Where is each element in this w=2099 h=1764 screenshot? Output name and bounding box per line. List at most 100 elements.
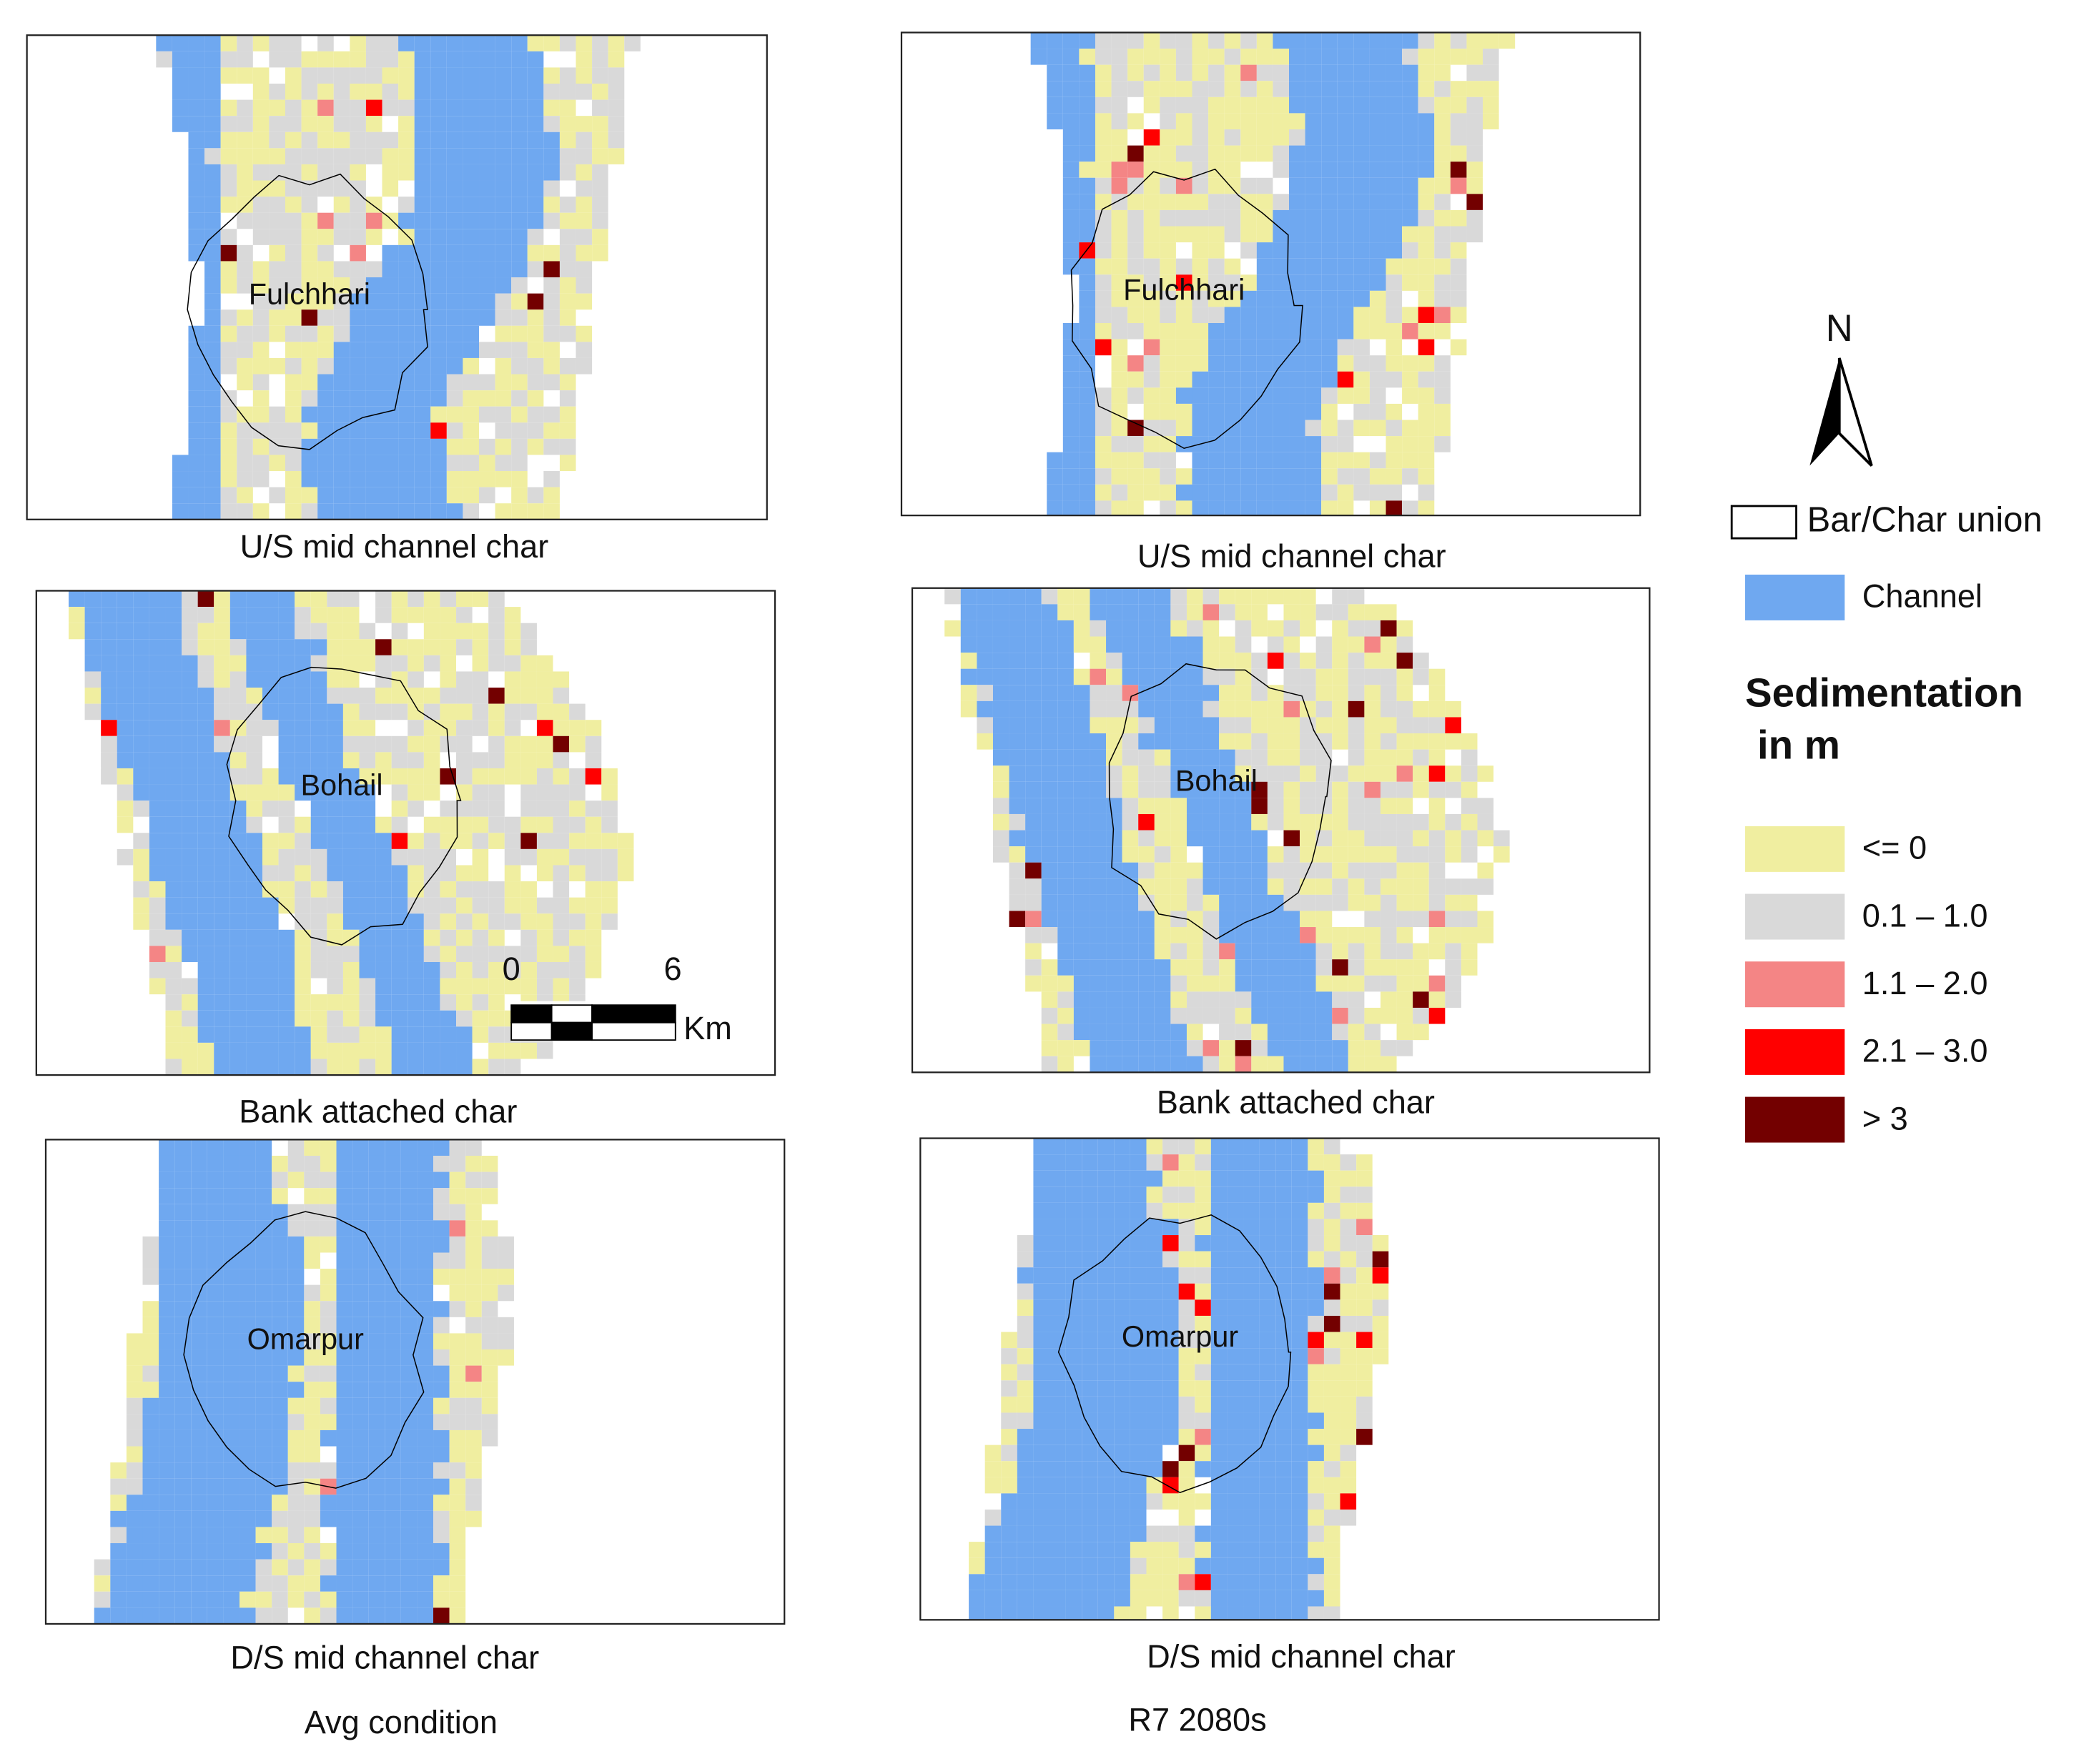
map-cell xyxy=(110,1462,127,1479)
map-cell xyxy=(446,99,463,117)
map-cell xyxy=(327,946,343,962)
map-cell xyxy=(1097,1493,1115,1510)
map-cell xyxy=(1267,1040,1284,1056)
map-cell xyxy=(252,212,270,229)
map-cell xyxy=(1267,685,1284,701)
map-cell xyxy=(174,1527,192,1544)
map-cell xyxy=(576,342,593,358)
map-cell xyxy=(1082,1477,1098,1494)
map-cell xyxy=(1090,959,1107,976)
map-cell xyxy=(327,655,343,672)
map-cell xyxy=(1178,1396,1195,1413)
map-cell xyxy=(1308,1251,1324,1268)
map-cell xyxy=(149,961,166,978)
map-cell xyxy=(1050,1445,1066,1462)
map-cell xyxy=(1208,145,1225,162)
map-cell xyxy=(585,897,602,914)
map-cell xyxy=(1079,420,1095,437)
map-cell xyxy=(223,1317,240,1334)
map-cell xyxy=(1154,991,1171,1008)
map-cell xyxy=(262,801,279,817)
map-cell xyxy=(220,67,237,84)
map-cell xyxy=(1493,830,1510,847)
map-cell xyxy=(223,1527,240,1544)
map-cell xyxy=(1283,620,1300,637)
map-cell xyxy=(1340,1445,1357,1462)
map-cell xyxy=(1095,290,1112,307)
map-cell xyxy=(1273,484,1290,501)
map-cell xyxy=(223,1591,240,1608)
map-cell xyxy=(553,752,570,768)
map-cell xyxy=(207,1462,224,1479)
map-cell xyxy=(197,897,214,914)
map-cell xyxy=(1111,339,1128,356)
map-cell xyxy=(1082,1525,1098,1542)
map-cell xyxy=(1138,991,1155,1008)
map-cell xyxy=(352,1365,369,1382)
map-cell xyxy=(1162,1186,1179,1203)
map-cell xyxy=(1073,878,1090,895)
map-cell xyxy=(1321,452,1338,469)
map-cell xyxy=(1386,226,1403,243)
map-cell xyxy=(1369,468,1386,485)
map-cell xyxy=(133,881,149,898)
map-cell xyxy=(1434,355,1451,372)
map-cell xyxy=(1095,484,1112,501)
map-cell xyxy=(1143,452,1160,469)
map-cell xyxy=(1178,1493,1195,1510)
map-cell xyxy=(188,148,205,164)
map-cell xyxy=(336,1349,353,1366)
map-cell xyxy=(252,406,270,423)
map-cell xyxy=(159,1462,175,1479)
map-cell xyxy=(1210,1267,1228,1284)
map-cell xyxy=(472,865,489,882)
map-cell xyxy=(1160,177,1176,194)
map-cell xyxy=(463,325,480,342)
map-cell xyxy=(543,325,560,342)
map-cell xyxy=(576,277,593,294)
map-cell xyxy=(252,455,270,472)
map-cell xyxy=(1445,959,1461,976)
map-cell xyxy=(1130,1202,1147,1219)
map-cell xyxy=(1025,749,1042,766)
map-cell xyxy=(1062,468,1080,485)
map-cell xyxy=(188,374,205,391)
map-cell xyxy=(1243,1590,1260,1607)
map-cell xyxy=(1065,1477,1082,1494)
map-cell xyxy=(1178,1235,1195,1252)
map-cell xyxy=(359,752,376,768)
map-cell xyxy=(488,1042,505,1059)
map-cell xyxy=(617,833,634,849)
scale-unit: Km xyxy=(683,1010,732,1046)
map-cell xyxy=(488,816,505,833)
map-cell xyxy=(1364,911,1381,928)
map-cell xyxy=(1138,653,1155,669)
map-cell xyxy=(382,67,399,84)
map-cell xyxy=(182,623,198,640)
map-cell xyxy=(1175,49,1192,65)
map-cell xyxy=(359,865,376,882)
map-cell xyxy=(495,503,512,520)
map-cell xyxy=(220,229,237,245)
map-cell xyxy=(527,503,544,520)
map-cell xyxy=(417,1462,434,1479)
map-cell xyxy=(1130,1170,1147,1187)
map-cell xyxy=(382,35,399,51)
map-cell xyxy=(295,946,311,962)
map-cell xyxy=(197,671,214,688)
map-cell xyxy=(1240,81,1257,97)
map-cell xyxy=(1057,733,1074,750)
map-cell xyxy=(1195,1364,1211,1381)
map-cell xyxy=(1073,846,1090,863)
map-cell xyxy=(1208,96,1225,114)
map-cell xyxy=(101,655,117,672)
map-cell xyxy=(174,1607,192,1624)
map-cell xyxy=(365,438,382,455)
map-cell xyxy=(110,1607,127,1624)
map-cell xyxy=(1111,484,1128,501)
map-cell xyxy=(197,607,214,623)
map-cell xyxy=(449,1591,466,1608)
map-cell xyxy=(1073,959,1090,976)
map-cell xyxy=(1079,129,1095,146)
map-cell xyxy=(463,180,480,197)
